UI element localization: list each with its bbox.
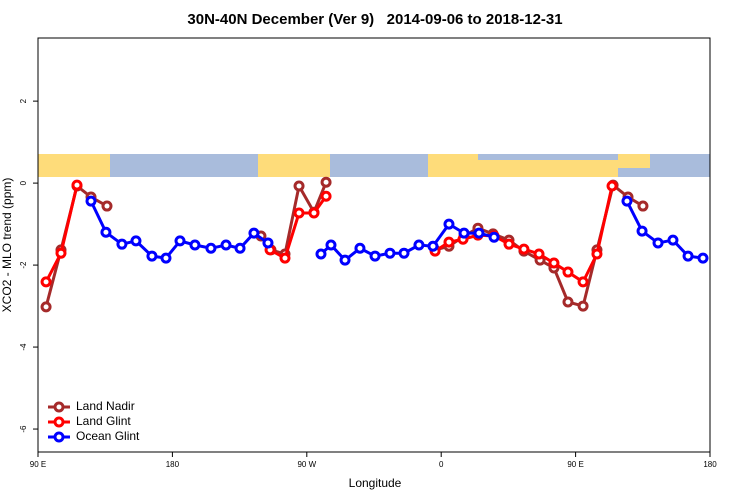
y-axis-label: XCO2 - MLO trend (ppm) — [0, 178, 14, 313]
point — [189, 239, 201, 251]
point — [146, 250, 158, 262]
point — [427, 240, 439, 252]
point — [384, 247, 396, 259]
point — [562, 266, 574, 278]
legend-marker — [53, 416, 65, 428]
map-strip — [38, 154, 710, 177]
point — [160, 252, 172, 264]
map-land — [478, 160, 618, 177]
point — [55, 247, 67, 259]
series-line — [89, 200, 704, 263]
point — [248, 227, 260, 239]
point — [262, 237, 274, 249]
point — [354, 242, 366, 254]
point — [369, 250, 381, 262]
point — [637, 200, 649, 212]
y-tick-label: -6 — [19, 425, 28, 433]
point — [234, 242, 246, 254]
point — [71, 179, 83, 191]
point — [458, 227, 470, 239]
point — [473, 227, 485, 239]
x-tick-label: 90 E — [30, 460, 46, 469]
point — [116, 238, 128, 250]
x-axis-label: Longitude — [349, 476, 402, 490]
point — [443, 236, 455, 248]
legend-label: Land Nadir — [76, 399, 135, 413]
point — [293, 180, 305, 192]
x-tick-label: 180 — [703, 460, 717, 469]
chart-title: 30N-40N December (Ver 9) 2014-09-06 to 2… — [187, 11, 562, 28]
point — [339, 254, 351, 266]
map-land — [428, 154, 478, 177]
map-land — [38, 154, 110, 177]
point — [101, 200, 113, 212]
point — [320, 176, 332, 188]
y-tick-label: -4 — [19, 343, 28, 351]
point — [100, 226, 112, 238]
point — [577, 300, 589, 312]
legend-label: Land Glint — [76, 414, 131, 428]
point — [279, 252, 291, 264]
point — [652, 237, 664, 249]
legend-marker — [53, 431, 65, 443]
point — [325, 239, 337, 251]
point — [293, 207, 305, 219]
point — [667, 234, 679, 246]
point — [308, 207, 320, 219]
x-tick-label: 180 — [166, 460, 180, 469]
y-tick-label: 2 — [19, 98, 28, 103]
point — [488, 231, 500, 243]
point — [682, 250, 694, 262]
plot-frame — [37, 37, 711, 453]
y-tick-label: 0 — [19, 180, 28, 185]
x-tick-label: 90 W — [297, 460, 316, 469]
map-land — [258, 154, 330, 177]
point — [548, 257, 560, 269]
point — [320, 190, 332, 202]
point — [606, 180, 618, 192]
point — [130, 235, 142, 247]
point — [562, 296, 574, 308]
point — [503, 238, 515, 250]
legend-marker — [53, 401, 65, 413]
point — [398, 247, 410, 259]
point — [205, 242, 217, 254]
point — [220, 239, 232, 251]
point — [315, 248, 327, 260]
point — [40, 301, 52, 313]
point — [577, 276, 589, 288]
legend-label: Ocean Glint — [76, 429, 140, 443]
point — [443, 218, 455, 230]
point — [518, 243, 530, 255]
point — [636, 225, 648, 237]
point — [621, 195, 633, 207]
y-tick-label: -2 — [19, 261, 28, 269]
point — [533, 248, 545, 260]
point — [697, 252, 709, 264]
point — [591, 248, 603, 260]
x-tick-label: 0 — [439, 460, 444, 469]
point — [85, 195, 97, 207]
map-land — [618, 154, 650, 168]
point — [174, 235, 186, 247]
point — [413, 239, 425, 251]
point — [40, 276, 52, 288]
x-tick-label: 90 E — [567, 460, 583, 469]
